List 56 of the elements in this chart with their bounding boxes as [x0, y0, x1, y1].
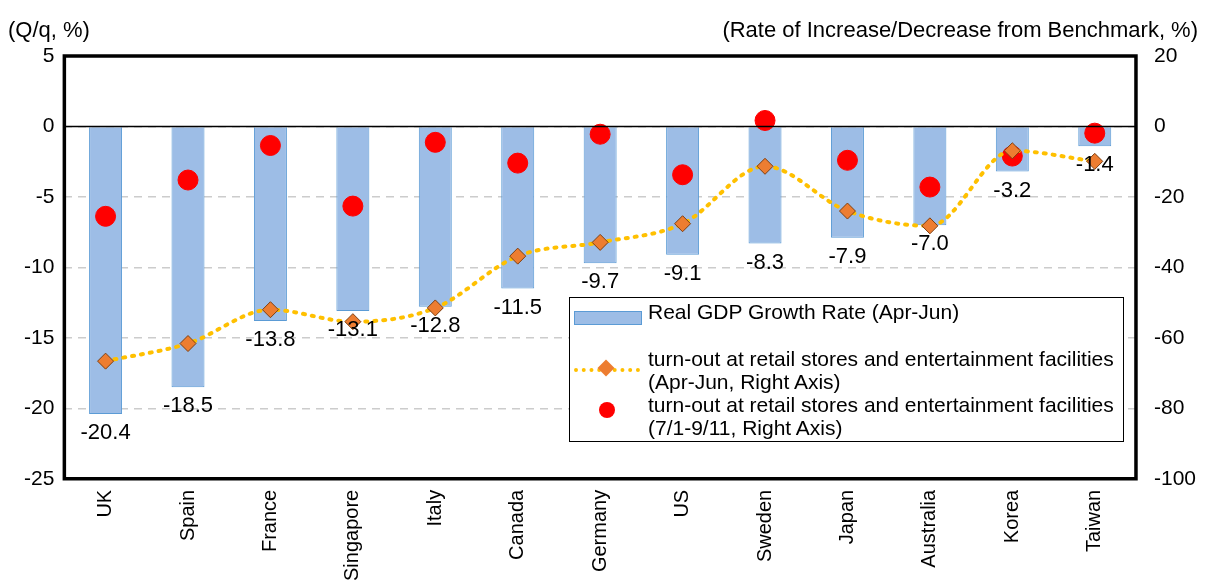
data-label: -13.8	[245, 326, 296, 352]
legend-label: Real GDP Growth Rate (Apr-Jun)	[648, 300, 960, 323]
y2-tick-label: -40	[1153, 254, 1185, 278]
y-tick-label: -15	[23, 324, 55, 348]
y-tick-label: 5	[42, 42, 55, 66]
x-tick-label: Germany	[587, 489, 610, 573]
data-label: -7.0	[910, 230, 949, 256]
point	[836, 149, 858, 171]
y-tick-label: -10	[23, 254, 55, 278]
point	[507, 152, 529, 174]
y2-axis-title: (Rate of Increase/Decrease from Benchmark, %)	[722, 17, 1198, 43]
x-tick-label: Italy	[422, 489, 445, 527]
point	[259, 135, 281, 156]
data-label: -20.4	[80, 419, 131, 445]
data-label: -3.2	[993, 176, 1032, 202]
y-tick-label: -25	[23, 465, 55, 489]
y-tick-label: 0	[42, 113, 55, 137]
point	[754, 109, 776, 131]
legend-label: turn-out at retail stores and entertainment facilities (Apr-Jun, Right Axis)	[648, 347, 1115, 393]
point	[424, 131, 446, 153]
data-label: -11.5	[493, 293, 542, 319]
point	[1084, 122, 1106, 144]
data-label: -9.1	[663, 259, 702, 285]
data-label: -9.7	[581, 268, 620, 294]
y2-tick-label: -60	[1153, 324, 1185, 348]
x-tick-label: Australia	[917, 488, 940, 568]
point	[342, 195, 364, 217]
point	[177, 169, 199, 191]
point	[95, 205, 117, 227]
x-tick-label: UK	[93, 489, 116, 518]
y2-tick-label: -100	[1153, 465, 1196, 489]
y2-tick-label: -80	[1153, 395, 1185, 419]
legend-label: turn-out at retail stores and entertainment facilities (7/1-9/11, Right Axis)	[648, 393, 1115, 439]
x-tick-label: US	[670, 489, 693, 518]
data-label: -18.5	[162, 392, 214, 418]
point	[589, 123, 611, 145]
x-tick-label: Singapore	[340, 489, 363, 582]
data-label: -12.8	[410, 311, 461, 337]
y2-tick-label: 20	[1153, 42, 1178, 66]
x-tick-label: Japan	[834, 489, 857, 545]
data-label: -7.9	[828, 242, 867, 268]
x-tick-label: Korea	[999, 488, 1022, 544]
x-tick-label: Spain	[175, 489, 198, 541]
data-label: -8.3	[746, 248, 784, 274]
y-tick-label: -20	[23, 395, 55, 419]
x-tick-label: Taiwan	[1082, 489, 1105, 553]
x-tick-label: Sweden	[752, 489, 775, 563]
point	[919, 176, 941, 198]
x-tick-label: Canada	[505, 488, 528, 560]
y2-tick-label: -20	[1153, 183, 1185, 207]
point	[672, 164, 694, 186]
y-tick-label: -5	[35, 183, 55, 207]
y2-tick-label: 0	[1153, 113, 1166, 137]
x-tick-label: France	[257, 489, 280, 553]
data-label: -13.1	[327, 316, 378, 342]
y-axis-title: (Q/q, %)	[8, 17, 90, 43]
